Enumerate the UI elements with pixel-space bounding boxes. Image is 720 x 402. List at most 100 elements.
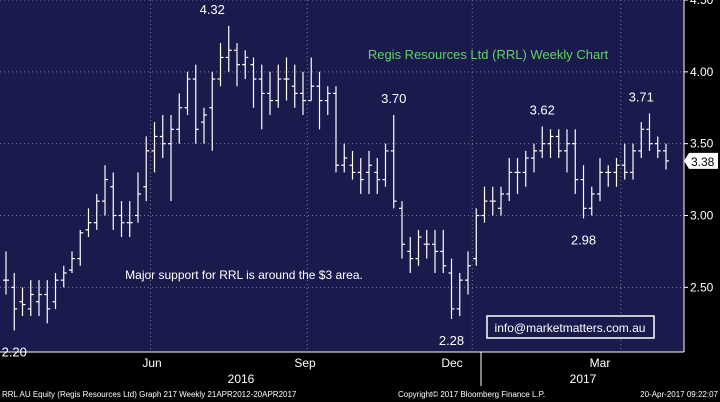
ohlc-bar	[432, 229, 438, 273]
ohlc-bar	[69, 251, 75, 273]
ohlc-bar	[291, 64, 298, 108]
ohlc-bar	[390, 114, 397, 209]
x-month-label: Sep	[294, 356, 316, 370]
ohlc-bar	[93, 193, 100, 230]
ohlc-bar	[621, 143, 628, 180]
y-tick-label: 4.00	[690, 65, 714, 79]
ohlc-bar	[11, 272, 18, 331]
ohlc-bar	[36, 280, 42, 317]
chart-title: Regis Resources Ltd (RRL) Weekly Chart	[368, 47, 609, 62]
ohlc-bar	[539, 126, 546, 159]
ohlc-bar	[597, 158, 603, 202]
ohlc-bar	[168, 114, 174, 202]
ohlc-bar	[201, 107, 207, 144]
ohlc-bar	[374, 158, 381, 194]
ohlc-bar	[522, 150, 529, 187]
footer-security-info: RRL AU Equity (Regis Resources Ltd) Grap…	[2, 390, 297, 399]
plot-area	[0, 0, 684, 352]
footer-bar: RRL AU Equity (Regis Resources Ltd) Grap…	[0, 388, 720, 402]
ohlc-bar	[316, 71, 323, 130]
price-annotation: 3.62	[530, 102, 555, 117]
ohlc-bar	[638, 122, 645, 159]
ohlc-bar	[547, 129, 554, 159]
ohlc-bar	[225, 25, 232, 72]
ohlc-bar	[250, 57, 257, 108]
price-chart: 2.50 3.00 3.50 4.00 4.50 Jun Sep Dec Mar 2016 2017…	[0, 0, 718, 386]
ohlc-bar	[588, 186, 595, 216]
price-annotation: 2.20	[2, 344, 27, 359]
ohlc-bar	[27, 280, 34, 317]
ohlc-bar	[234, 43, 240, 87]
x-year-label: 2017	[570, 372, 597, 386]
price-annotation: 3.70	[381, 91, 406, 106]
ohlc-bar	[580, 165, 587, 219]
ohlc-bar	[481, 186, 488, 223]
footer-timestamp: 20-Apr-2017 09:22:07	[640, 390, 718, 399]
ohlc-bar	[473, 208, 480, 266]
ohlc-bar	[489, 186, 496, 216]
footer-copyright: Copyright© 2017 Bloomberg Finance L.P.	[398, 390, 546, 399]
ohlc-bar	[654, 136, 661, 159]
ohlc-bar	[423, 229, 430, 259]
x-year-label: 2016	[228, 372, 255, 386]
ohlc-bar	[217, 43, 224, 87]
ohlc-bar	[465, 251, 471, 295]
ohlc-bar	[456, 272, 463, 317]
ohlc-bar	[555, 129, 562, 159]
ohlc-bar	[506, 158, 513, 202]
ohlc-bar	[646, 113, 653, 151]
last-price-label: 3.38	[691, 155, 715, 169]
ohlc-bar	[407, 237, 414, 273]
contact-box	[486, 315, 655, 339]
ohlc-bar	[564, 129, 570, 173]
price-annotation: 3.71	[629, 90, 654, 105]
last-price-box	[684, 152, 718, 169]
ohlc-bar	[135, 172, 141, 223]
ohlc-bar	[44, 280, 51, 324]
ohlc-bar	[267, 71, 273, 115]
ohlc-bar	[663, 143, 669, 170]
ohlc-bar	[498, 186, 504, 216]
ohlc-bar	[349, 150, 356, 180]
ohlc-bar	[341, 143, 348, 173]
support-annotation: Major support for RRL is around the $3 a…	[125, 268, 363, 282]
ohlc-bar	[514, 158, 521, 194]
ohlc-bar	[440, 229, 447, 273]
ohlc-bar	[300, 71, 306, 115]
ohlc-bar	[258, 64, 265, 130]
contact-email: info@marketmatters.com.au	[495, 321, 646, 335]
ohlc-bar	[77, 229, 84, 266]
ohlc-bar	[357, 158, 364, 194]
ohlc-bar	[382, 143, 389, 187]
price-annotation: 4.32	[200, 2, 225, 17]
ohlc-bar	[283, 57, 290, 101]
x-month-label: Dec	[441, 356, 462, 370]
ohlc-bar	[531, 143, 537, 173]
ohlc-bar	[19, 287, 26, 317]
y-tick-label: 3.50	[690, 137, 714, 151]
ohlc-bar	[52, 272, 59, 309]
ohlc-bar	[126, 201, 133, 238]
ohlc-bar	[613, 158, 620, 187]
ohlc-bar	[118, 201, 125, 238]
ohlc-bar	[572, 129, 579, 194]
ohlc-bar	[102, 165, 108, 216]
x-month-label: Jun	[142, 356, 161, 370]
ohlc-bar	[3, 251, 9, 295]
ohlc-bar	[333, 86, 339, 173]
ohlc-bar	[176, 93, 183, 144]
ohlc-bar	[110, 172, 117, 230]
ohlc-bar	[605, 165, 612, 187]
ohlc-bar	[448, 258, 455, 319]
ohlc-bar	[324, 86, 331, 115]
price-annotation: 2.28	[439, 333, 464, 348]
x-month-label: Mar	[590, 356, 611, 370]
ohlc-bar	[308, 57, 315, 102]
y-tick-label: 2.50	[690, 280, 714, 294]
ohlc-bar	[366, 150, 372, 194]
ohlc-bar	[242, 50, 249, 80]
y-tick-label: 4.50	[690, 0, 714, 7]
ohlc-bar	[184, 71, 191, 115]
ohlc-bar	[399, 201, 405, 259]
ohlc-bar	[275, 64, 282, 108]
